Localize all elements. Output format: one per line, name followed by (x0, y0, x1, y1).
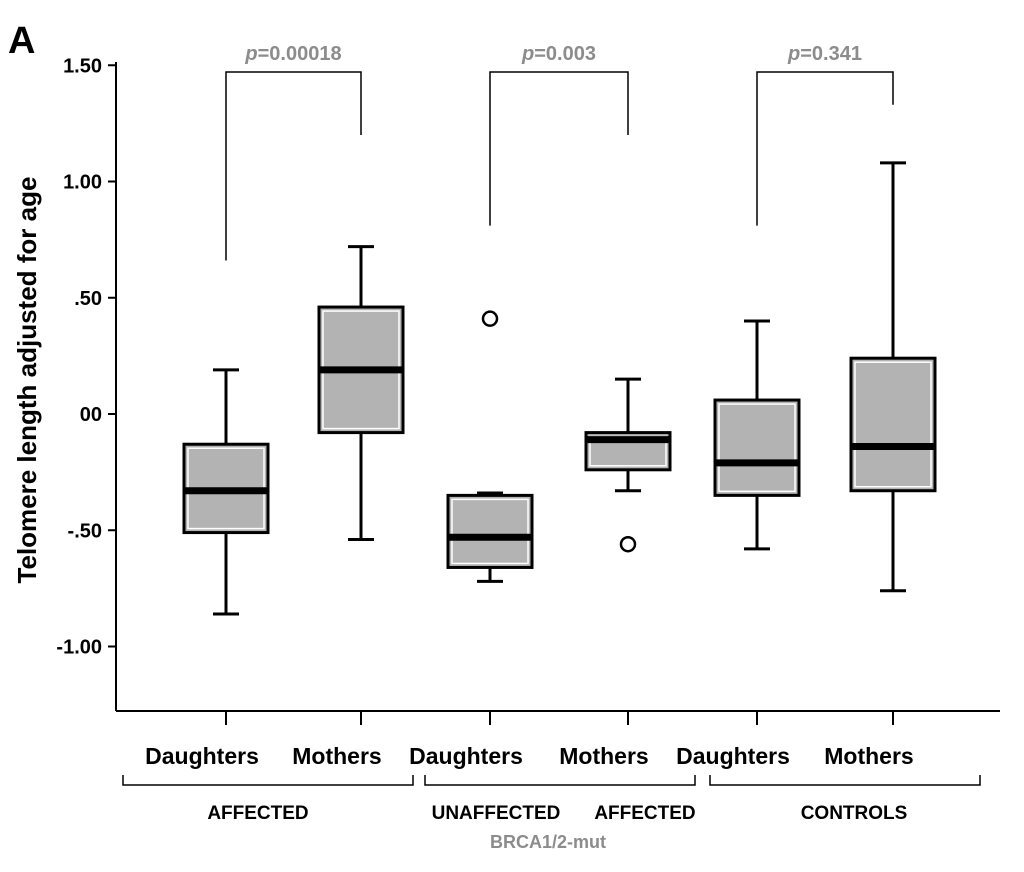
p-symbol: p (787, 43, 800, 65)
y-tick-label: -1.00 (56, 637, 102, 659)
p-value-number: =0.003 (534, 43, 596, 65)
group-label: CONTROLS (801, 803, 908, 824)
group-sublabel: BRCA1/2-mut (490, 832, 606, 852)
box-inner-highlight (451, 498, 529, 565)
significance-bracket (489, 71, 629, 226)
significance-bracket (225, 71, 362, 261)
y-tick-label: 00 (80, 404, 102, 426)
x-category-label: Daughters (676, 743, 790, 769)
x-category-label: Daughters (145, 743, 259, 769)
group-bracket (122, 775, 414, 786)
x-category-label: Mothers (559, 743, 648, 769)
significance-bracket (756, 71, 894, 226)
p-symbol: p (244, 43, 257, 65)
group-bracket (709, 775, 981, 786)
x-category-label: Mothers (824, 743, 913, 769)
p-value-label: p=0.00018 (244, 43, 341, 65)
outlier-point (619, 535, 637, 553)
group-label: AFFECTED (207, 803, 308, 824)
y-axis-title: Telomere length adjusted for age (12, 177, 42, 584)
x-category-label: Daughters (409, 743, 523, 769)
group-label: UNAFFECTED (432, 803, 561, 824)
p-value-label: p=0.003 (521, 43, 596, 65)
group-label: AFFECTED (594, 803, 695, 824)
p-value-number: =0.341 (800, 43, 862, 65)
panel-letter: A (8, 20, 36, 62)
p-value-number: =0.00018 (258, 43, 342, 65)
y-tick-label: 1.00 (63, 172, 102, 194)
group-bracket (424, 775, 696, 786)
box-inner-highlight (718, 403, 796, 493)
x-category-label: Mothers (292, 743, 381, 769)
p-value-label: p=0.341 (787, 43, 862, 65)
p-symbol: p (521, 43, 534, 65)
box-iqr (446, 493, 534, 569)
outlier-point (481, 310, 499, 327)
y-tick-label: -.50 (68, 520, 102, 542)
box-iqr (713, 398, 801, 497)
y-tick-label: 1.50 (63, 55, 102, 77)
y-tick-label: .50 (74, 288, 102, 310)
box-iqr (849, 356, 937, 493)
box-inner-highlight (854, 361, 932, 488)
